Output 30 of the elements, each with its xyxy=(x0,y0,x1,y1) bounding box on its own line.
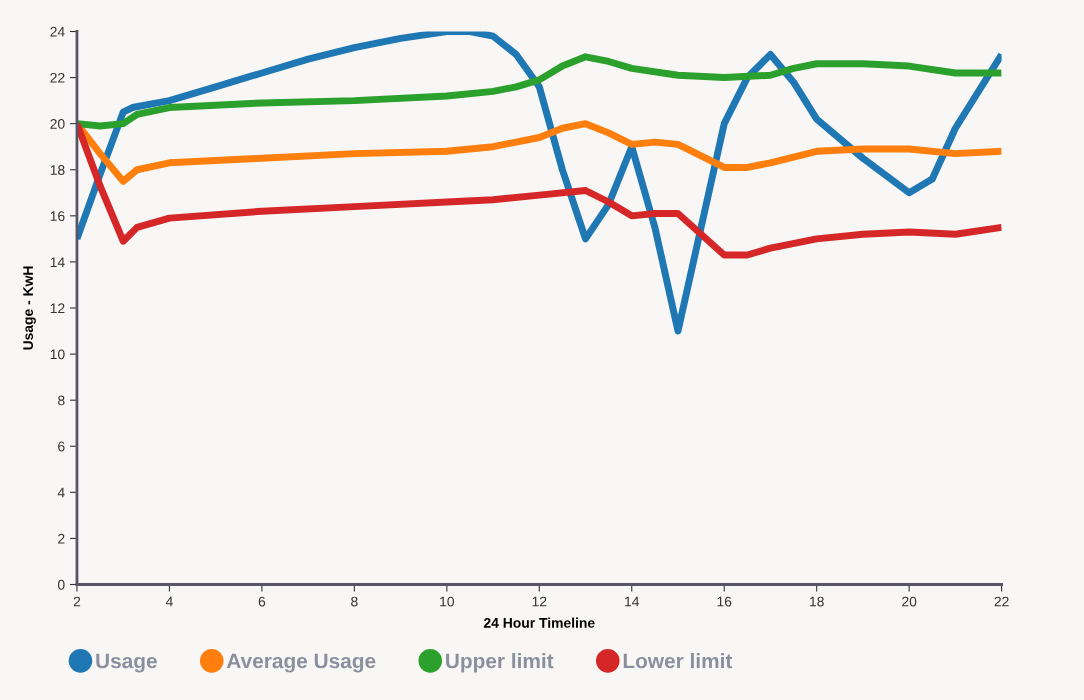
x-tick-label: 4 xyxy=(165,596,173,607)
y-tick-label: 8 xyxy=(58,395,65,406)
y-tick-label: 2 xyxy=(58,533,65,544)
x-tick-label: 6 xyxy=(258,596,266,607)
y-tick-label: 18 xyxy=(50,165,65,175)
y-tick-label: 22 xyxy=(50,72,65,83)
x-tick-label: 8 xyxy=(351,596,358,607)
legend-label: Upper limit xyxy=(446,653,554,673)
x-tick-label: 10 xyxy=(440,596,455,607)
y-axis-title: Usage - KwH xyxy=(23,266,36,350)
y-tick-label: 20 xyxy=(50,119,65,129)
x-tick-label: 2 xyxy=(73,596,81,607)
y-tick-label: 10 xyxy=(50,349,65,360)
x-tick-label: 22 xyxy=(994,596,1009,607)
legend-label: Usage xyxy=(96,653,157,673)
y-tick-label: 0 xyxy=(57,579,65,590)
x-tick-label: 16 xyxy=(717,596,732,607)
x-tick-label: 12 xyxy=(532,596,547,607)
x-tick-label: 14 xyxy=(625,596,640,607)
y-tick-label: 14 xyxy=(50,257,65,267)
x-tick-label: 18 xyxy=(810,596,824,607)
legend-label: Average Usage xyxy=(226,653,376,673)
y-tick-label: 6 xyxy=(58,441,65,452)
y-tick-label: 24 xyxy=(50,26,65,37)
x-tick-label: 20 xyxy=(902,596,917,607)
x-axis-title: 24 Hour Timeline xyxy=(483,617,595,628)
y-tick-label: 12 xyxy=(50,303,65,314)
y-tick-label: 4 xyxy=(57,487,65,498)
y-tick-label: 16 xyxy=(50,211,65,221)
legend-label: Lower limit xyxy=(623,653,733,669)
